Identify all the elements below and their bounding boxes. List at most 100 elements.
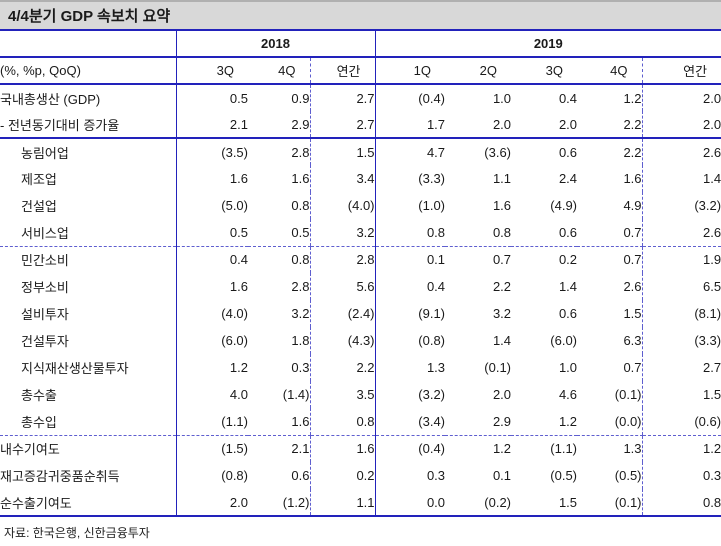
table-row: 순수출기여도 2.0 (1.2) 1.1 0.0 (0.2) 1.5 (0.1) 0.8 [0,489,721,517]
value-cell: 0.8 [374,219,446,247]
value-cell: 3.2 [291,306,310,321]
source-note: 자료: 한국은행, 신한금융투자 [4,526,150,540]
value-cell: (0.1) [484,360,512,375]
value-cell: 0.7 [623,252,642,268]
value-cell: (0.6) [641,408,721,436]
value-cell: 1.4 [641,165,721,192]
table-row: 민간소비 0.4 0.8 2.8 0.1 0.7 0.2 0.7 1.9 [0,246,721,273]
row-label: 설비투자 [21,307,69,322]
value-cell: (6.0) [550,333,578,348]
value-cell: (0.8) [175,462,248,489]
value-cell: 3.2 [309,219,376,247]
value-cell: 0.7 [492,252,512,268]
value-cell: 1.1 [492,171,512,186]
value-cell: 0.8 [641,489,721,517]
value-cell: 0.8 [291,198,310,213]
row-label: 재고증감귀중품순취득 [0,469,120,484]
year-header-spacer [0,31,176,58]
row-label: 내수기여도 [0,442,60,458]
value-cell: 0.8 [291,252,310,268]
value-cell: 1.5 [309,138,376,165]
value-cell: 2.2 [577,111,643,139]
value-cell: 1.2 [492,441,512,457]
unit-label: (%, %p, QoQ) [0,57,176,85]
value-cell: (0.5) [550,468,578,483]
value-cell: (0.0) [577,408,643,436]
value-cell: 0.7 [577,219,643,247]
value-cell: 1.2 [511,408,578,436]
table-row: 국내총생산 (GDP) 0.5 0.9 2.7 (0.4) 1.0 0.4 1.2 2.0 [0,84,721,111]
value-cell: 2.0 [511,111,578,139]
value-cell: 2.0 [641,84,721,111]
value-cell: (3.3) [374,165,446,192]
value-cell: (0.1) [614,387,642,402]
value-cell: (9.1) [374,300,446,327]
value-cell: (6.0) [175,327,248,354]
value-cell: 2.8 [291,279,310,294]
value-cell: 0.6 [511,219,578,247]
row-label: 순수출기여도 [0,489,176,517]
row-label: 민간소비 [21,253,69,269]
quarter-header: 3Q [175,57,248,85]
value-cell: 1.3 [623,441,642,457]
value-cell: 1.2 [641,435,721,462]
table-row: 제조업 1.6 1.6 3.4 (3.3) 1.1 2.4 1.6 1.4 [0,165,721,192]
value-cell: 0.4 [374,273,446,300]
value-cell: 4.9 [623,198,642,213]
value-cell: 1.4 [492,333,512,348]
value-cell: 0.5 [175,219,248,247]
value-cell: (4.0) [175,300,248,327]
value-cell: 0.7 [623,360,642,375]
value-cell: 0.0 [374,489,446,517]
value-cell: 0.8 [445,219,512,247]
value-cell: (1.5) [175,435,248,462]
value-cell: (0.4) [374,84,446,111]
value-cell: 0.2 [309,462,376,489]
value-cell: 1.0 [558,360,578,375]
value-cell: 0.3 [291,360,310,375]
value-cell: 1.6 [309,435,376,462]
value-cell: 1.5 [623,306,642,321]
table-body: 국내총생산 (GDP) 0.5 0.9 2.7 (0.4) 1.0 0.4 1.2 2.0 -… [0,84,721,517]
value-cell: 1.8 [291,333,310,348]
value-cell: (4.0) [309,192,376,219]
table-row: 지식재산생산물투자 1.2 0.3 2.2 1.3 (0.1) 1.0 0.7 2.7 [0,354,721,381]
value-cell: (1.2) [248,489,310,517]
row-label: - 전년동기대비 증가율 [0,111,176,139]
quarter-header: 4Q [577,57,643,85]
value-cell: (1.1) [550,441,578,457]
table-row: 총수출 4.0 (1.4) 3.5 (3.2) 2.0 4.6 (0.1) 1.5 [0,381,721,408]
table-row: 농림어업 (3.5) 2.8 1.5 4.7 (3.6) 0.6 2.2 2.6 [0,138,721,165]
value-cell: 1.9 [641,246,721,273]
value-cell: 1.6 [175,273,248,300]
value-cell: (8.1) [641,300,721,327]
value-cell: (1.4) [282,387,310,402]
table-row: 총수입 (1.1) 1.6 0.8 (3.4) 2.9 1.2 (0.0) (0.6) [0,408,721,436]
value-cell: 0.3 [641,462,721,489]
value-cell: (3.2) [374,381,446,408]
row-label: 국내총생산 (GDP) [0,91,101,107]
value-cell: 3.5 [309,381,376,408]
table-title-text: 4/4분기 GDP 속보치 요약 [8,8,171,25]
value-cell: 0.6 [291,468,310,483]
year-header-row: 2018 2019 [0,31,721,58]
table-row: 건설업 (5.0) 0.8 (4.0) (1.0) 1.6 (4.9) 4.9 (3.2) [0,192,721,219]
row-label: 제조업 [21,172,57,187]
value-cell: (0.8) [374,327,446,354]
value-cell: 2.7 [309,111,376,139]
row-label: 서비스업 [0,219,176,247]
value-cell: 1.6 [248,408,310,436]
table-row: 건설투자 (6.0) 1.8 (4.3) (0.8) 1.4 (6.0) 6.3 (3.3) [0,327,721,354]
value-cell: 1.6 [623,171,642,186]
value-cell: 2.1 [175,111,248,139]
value-cell: 2.2 [492,279,512,294]
value-cell: (3.5) [175,138,248,165]
value-cell: (4.3) [309,327,376,354]
table-row: 내수기여도 (1.5) 2.1 1.6 (0.4) 1.2 (1.1) 1.3 1.2 [0,435,721,462]
value-cell: 0.6 [558,306,578,321]
value-cell: 2.4 [558,171,578,186]
value-cell: 1.2 [175,354,248,381]
value-cell: 3.4 [309,165,376,192]
table-row: 서비스업 0.5 0.5 3.2 0.8 0.8 0.6 0.7 2.6 [0,219,721,247]
value-cell: 6.3 [623,333,642,348]
